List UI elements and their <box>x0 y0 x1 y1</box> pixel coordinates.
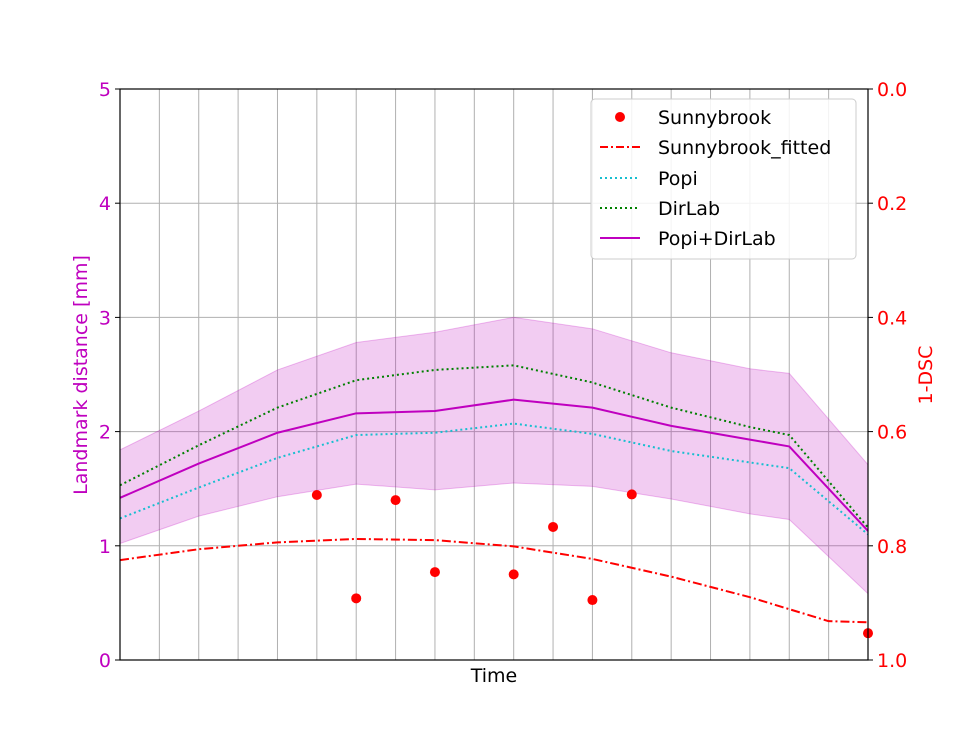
series-layer <box>119 364 869 624</box>
line-popi-dirlab <box>119 398 869 532</box>
line-sunnybrook-fitted <box>119 537 869 624</box>
legend-label-sunnybrook: Sunnybrook <box>658 107 771 129</box>
right-tick-label-3: 0.6 <box>877 422 907 444</box>
legend-label-sunnybrook-fitted: Sunnybrook_fitted <box>658 137 831 159</box>
legend-label-dirlab: DirLab <box>658 198 720 220</box>
left-tick-label-1: 1 <box>99 536 111 558</box>
x-axis-label: Time <box>470 665 518 687</box>
point-sunnybrook-7 <box>626 489 637 500</box>
left-tick-label-3: 3 <box>99 307 111 329</box>
right-axis-label: 1-DSC <box>915 346 937 405</box>
left-tick-label-0: 0 <box>99 650 111 672</box>
left-axis-ticks: 0 1 2 3 4 5 <box>99 79 120 672</box>
right-tick-label-2: 0.4 <box>877 307 907 329</box>
point-sunnybrook-5 <box>548 521 559 532</box>
right-axis-ticks: 0.0 0.2 0.4 0.6 0.8 1.0 <box>868 79 907 672</box>
point-sunnybrook-1 <box>351 593 362 604</box>
legend-box <box>590 98 857 260</box>
point-sunnybrook-6 <box>587 595 598 606</box>
point-sunnybrook-2 <box>390 495 401 506</box>
line-popi <box>119 422 869 536</box>
legend: Sunnybrook Sunnybrook_fitted Popi DirLab… <box>590 98 857 260</box>
left-tick-label-2: 2 <box>99 422 111 444</box>
right-tick-label-5: 1.0 <box>877 650 907 672</box>
left-tick-label-5: 5 <box>99 79 111 101</box>
line-dirlab <box>119 364 869 529</box>
left-axis-label: Landmark distance [mm] <box>70 255 92 495</box>
right-tick-label-0: 0.0 <box>877 79 907 101</box>
point-sunnybrook-3 <box>429 567 440 578</box>
legend-label-popi-dirlab: Popi+DirLab <box>658 228 776 250</box>
right-tick-label-4: 0.8 <box>877 536 907 558</box>
legend-marker-sunnybrook <box>615 112 625 122</box>
point-sunnybrook-4 <box>508 569 519 580</box>
left-tick-label-4: 4 <box>99 193 111 215</box>
plot-frame <box>119 88 869 661</box>
right-tick-label-1: 0.2 <box>877 193 907 215</box>
legend-label-popi: Popi <box>658 168 698 190</box>
point-sunnybrook-0 <box>311 489 322 500</box>
